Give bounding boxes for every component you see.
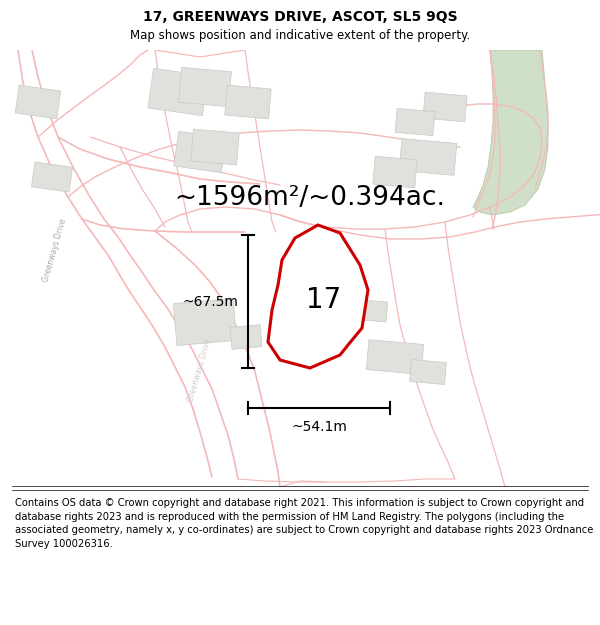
- Text: ~67.5m: ~67.5m: [182, 294, 238, 309]
- Bar: [410, 359, 446, 384]
- Bar: [31, 162, 73, 192]
- Bar: [423, 92, 467, 122]
- Text: 17: 17: [306, 286, 341, 314]
- Text: ~54.1m: ~54.1m: [291, 420, 347, 434]
- Text: Contains OS data © Crown copyright and database right 2021. This information is : Contains OS data © Crown copyright and d…: [15, 498, 593, 549]
- Bar: [325, 306, 351, 348]
- Bar: [399, 139, 457, 176]
- Bar: [225, 85, 271, 119]
- Text: 17, GREENWAYS DRIVE, ASCOT, SL5 9QS: 17, GREENWAYS DRIVE, ASCOT, SL5 9QS: [143, 10, 457, 24]
- Bar: [173, 299, 237, 346]
- Bar: [316, 296, 388, 322]
- Polygon shape: [268, 225, 368, 368]
- Text: ~1596m²/~0.394ac.: ~1596m²/~0.394ac.: [175, 185, 445, 211]
- Bar: [15, 85, 61, 119]
- Bar: [366, 339, 424, 374]
- Bar: [230, 325, 262, 349]
- Bar: [191, 129, 239, 165]
- Polygon shape: [473, 50, 548, 215]
- Text: Greenways Drive: Greenways Drive: [41, 217, 68, 282]
- Bar: [148, 68, 208, 116]
- Bar: [174, 131, 226, 173]
- Bar: [395, 108, 435, 136]
- Text: Greenways Drive: Greenways Drive: [187, 338, 214, 402]
- Bar: [179, 68, 232, 107]
- Bar: [373, 156, 417, 188]
- Text: Map shows position and indicative extent of the property.: Map shows position and indicative extent…: [130, 29, 470, 42]
